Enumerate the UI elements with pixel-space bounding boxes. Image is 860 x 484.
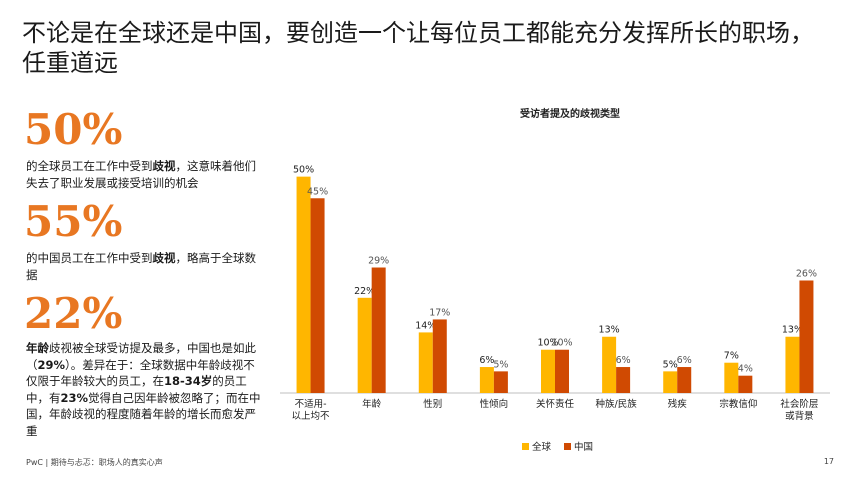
data-label-china-8: 26% (796, 268, 817, 279)
stat-china-pre: 的中国员工在工作中受到 (26, 251, 153, 265)
stat-age-p4: 觉得自己因年龄被忽略了；而在中国，年龄歧视的程度随着年龄的增长而愈发严重 (26, 390, 261, 438)
legend-swatch-china (564, 443, 571, 450)
bar-china-3 (493, 371, 508, 393)
stat-age-text: 年龄歧视被全球受访提及最多，中国也是如此（29%）。差异在于：全球数据中年龄歧视… (26, 340, 266, 439)
stat-china-number: 55% (24, 197, 123, 246)
stat-age-bold-lead: 年龄 (26, 341, 49, 355)
bar-china-4 (555, 349, 569, 393)
data-label-global-4: 10% (537, 338, 558, 349)
data-label-china-1: 29% (368, 256, 389, 267)
data-label-global-3: 6% (479, 355, 494, 366)
stat-age-p1: 歧视被全球受访提及最多，中国也是如此（ (26, 341, 256, 372)
bar-china-5 (616, 367, 631, 393)
bar-global-6 (663, 371, 678, 393)
category-label-0-line0: 不适用- (295, 399, 327, 410)
bar-global-3 (479, 367, 494, 393)
data-label-global-7: 7% (724, 351, 739, 362)
category-label-1: 年龄 (362, 398, 382, 410)
bar-china-8 (799, 280, 814, 393)
bar-global-0 (296, 176, 311, 393)
stat-global-pre: 的全球员工在工作中受到 (26, 159, 153, 173)
bar-china-6 (677, 367, 692, 393)
stat-global-bold: 歧视 (152, 159, 176, 173)
stat-age-p2: ）。差异在于：全球数据中年龄歧视不仅限于年龄较大的员工，在 (26, 357, 255, 389)
legend-label-global: 全球 (532, 441, 552, 453)
bar-global-4 (541, 349, 555, 393)
data-label-global-6: 5% (663, 359, 678, 370)
data-label-china-3: 5% (493, 359, 508, 370)
stat-age-p3: 的员工中，有 (26, 374, 247, 405)
stat-age-number: 22% (24, 289, 123, 338)
data-label-global-1: 22% (354, 286, 375, 297)
category-label-0-line1: 以上均不 (292, 410, 331, 422)
category-label-4: 关怀责任 (536, 398, 575, 410)
category-label-8-line0: 社会阶层 (780, 398, 818, 410)
chart-title: 受访者提及的歧视类型 (520, 107, 620, 120)
stat-global-text: 的全球员工在工作中受到歧视，这意味着他们失去了职业发展或接受培训的机会 (26, 158, 266, 191)
footer-text: PwC | 期待与忐忑：职场人的真实心声 (26, 458, 163, 467)
stat-age-b1: 29% (37, 357, 66, 372)
bar-global-8 (785, 336, 800, 393)
data-label-china-6: 6% (677, 355, 692, 366)
data-label-global-8: 13% (782, 325, 803, 336)
bar-global-2 (418, 332, 433, 393)
category-label-3: 性倾向 (480, 398, 509, 410)
category-label-7: 宗教信仰 (719, 398, 757, 410)
data-label-china-2: 17% (429, 307, 450, 318)
category-label-6: 残疾 (668, 398, 688, 410)
stat-global-post: ，这意味着他们失去了职业发展或接受培训的机会 (26, 159, 256, 190)
bar-china-1 (371, 267, 386, 393)
chart-area: 受访者提及的歧视类型 50% 45% 不适用- 以上均不 22% 29% 年龄 14% 17% 性别… (270, 100, 840, 470)
bar-chart: 受访者提及的歧视类型 50% 45% 不适用-以上均不 22% 29% 年龄 14% 17% 性别… (280, 107, 830, 453)
stat-china-text: 的中国员工在工作中受到歧视，略高于全球数据 (26, 250, 266, 283)
stat-china-post: ，略高于全球数据 (26, 251, 256, 282)
category-label-5: 种族/民族 (596, 398, 638, 410)
category-label-8-line1: 或背景 (785, 410, 814, 422)
stat-global-number: 50% (24, 105, 123, 154)
data-label-china-5: 6% (616, 355, 631, 366)
bar-china-0 (310, 198, 325, 393)
page-number: 17 (823, 457, 834, 466)
category-label-2: 性别 (423, 398, 442, 410)
data-label-china-0: 45% (307, 186, 328, 197)
stat-china-bold: 歧视 (152, 251, 176, 265)
data-label-global-0: 50% (293, 165, 314, 176)
page-title: 不论是在全球还是中国，要创造一个让每位员工都能充分发挥所长的职场，任重道远 (22, 19, 814, 77)
data-label-china-4: 10% (551, 338, 572, 349)
data-label-global-2: 14% (415, 320, 436, 331)
bar-china-2 (432, 319, 447, 393)
legend-label-china: 中国 (574, 441, 593, 453)
bar-global-1 (357, 297, 372, 393)
data-label-global-5: 13% (599, 325, 620, 336)
bar-china-7 (738, 375, 753, 393)
data-label-china-7: 4% (738, 364, 753, 375)
stat-age-b2: 18-34岁 (164, 374, 213, 388)
stat-age-b3: 23% (60, 390, 89, 405)
legend-swatch-global (522, 443, 529, 450)
bar-global-5 (602, 336, 617, 393)
bar-global-7 (724, 362, 739, 393)
